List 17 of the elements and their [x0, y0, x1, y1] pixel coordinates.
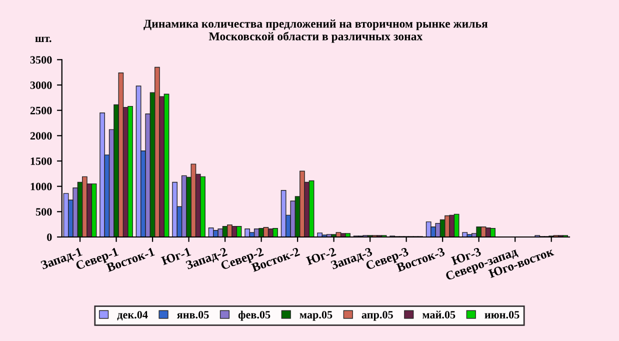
legend-label: дек.04	[117, 311, 148, 320]
y-tick-label: 1500	[30, 157, 52, 165]
legend-label: май.05	[422, 310, 456, 319]
legend-label: янв.05	[176, 311, 209, 319]
y-tick-label: 1000	[30, 182, 52, 190]
y-tick-label: 2000	[30, 132, 52, 140]
y-tick-label: 500	[36, 208, 52, 216]
y-tick-label: 3500	[30, 56, 52, 64]
legend-label: июн.05	[484, 311, 520, 319]
chart-title: Динамика количества предложений на вторичном рынке жилья Московской области в различных зонах	[144, 19, 488, 43]
y-axis-title: шт.	[35, 36, 52, 42]
legend-label: мар.05	[300, 311, 332, 321]
y-tick-label: 2500	[30, 106, 52, 114]
y-tick-label: 0	[47, 233, 52, 241]
y-tick-label: 3000	[30, 81, 52, 89]
legend-label: апр.05	[362, 311, 393, 321]
legend-label: фев.05	[238, 310, 270, 321]
